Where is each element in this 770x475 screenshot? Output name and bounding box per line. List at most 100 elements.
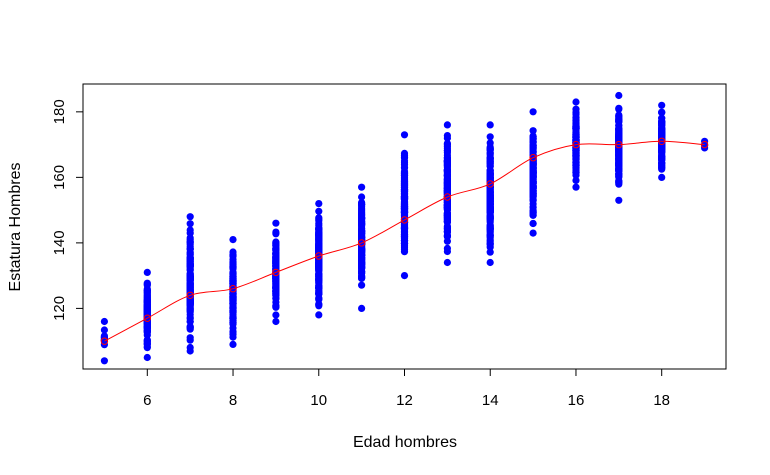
data-point bbox=[443, 214, 451, 222]
data-point bbox=[229, 252, 237, 260]
data-point bbox=[400, 245, 409, 253]
data-point bbox=[615, 91, 623, 100]
data-point bbox=[572, 169, 580, 177]
data-point bbox=[272, 311, 280, 319]
data-point bbox=[615, 124, 623, 132]
data-point bbox=[315, 207, 323, 215]
data-point bbox=[358, 219, 366, 227]
mean-point bbox=[529, 154, 537, 162]
data-point bbox=[358, 204, 366, 212]
mean-point bbox=[357, 239, 366, 247]
y-tick-label: 160 bbox=[51, 165, 68, 190]
data-point bbox=[315, 230, 323, 238]
data-point bbox=[358, 254, 366, 263]
data-point bbox=[572, 176, 580, 184]
data-point bbox=[272, 288, 280, 296]
data-point bbox=[143, 292, 151, 300]
data-point bbox=[486, 258, 494, 267]
data-point bbox=[272, 249, 280, 257]
data-point bbox=[572, 114, 580, 122]
data-point bbox=[486, 225, 494, 233]
data-point bbox=[143, 344, 151, 352]
data-point bbox=[358, 230, 366, 238]
data-point bbox=[315, 259, 323, 267]
data-point bbox=[272, 239, 280, 247]
data-point bbox=[229, 340, 237, 348]
data-point bbox=[229, 268, 237, 276]
data-point bbox=[486, 213, 494, 222]
data-point bbox=[186, 220, 194, 228]
data-point bbox=[315, 200, 323, 208]
data-point bbox=[100, 357, 108, 365]
data-point bbox=[615, 167, 623, 175]
x-tick-label: 18 bbox=[653, 392, 670, 409]
data-point bbox=[143, 353, 151, 362]
mean-point bbox=[143, 314, 152, 322]
data-point bbox=[615, 130, 623, 138]
mean-point bbox=[572, 140, 580, 149]
data-point bbox=[658, 173, 666, 181]
data-point bbox=[272, 260, 280, 268]
data-point bbox=[400, 232, 409, 240]
data-point bbox=[143, 268, 151, 276]
mean-point bbox=[186, 291, 194, 299]
data-point bbox=[186, 343, 194, 352]
y-tick-label: 140 bbox=[51, 230, 68, 255]
data-point bbox=[443, 143, 451, 151]
data-point bbox=[400, 218, 409, 226]
mean-line-layer bbox=[100, 137, 709, 345]
data-point bbox=[272, 302, 280, 310]
data-point bbox=[143, 281, 151, 289]
data-point bbox=[143, 312, 151, 320]
data-point bbox=[400, 170, 409, 178]
data-point bbox=[443, 121, 451, 129]
y-tick-label: 180 bbox=[51, 99, 68, 124]
x-tick-label: 14 bbox=[482, 392, 499, 409]
data-point bbox=[186, 302, 194, 310]
data-point bbox=[572, 98, 580, 106]
data-point bbox=[358, 193, 366, 201]
data-point bbox=[529, 108, 537, 116]
data-point bbox=[529, 211, 537, 219]
mean-line bbox=[104, 140, 705, 342]
data-point bbox=[529, 162, 537, 170]
data-point bbox=[658, 131, 666, 139]
data-point bbox=[315, 283, 323, 291]
data-point bbox=[186, 284, 194, 292]
data-point bbox=[272, 274, 280, 282]
data-point bbox=[615, 105, 623, 113]
data-point bbox=[143, 336, 151, 344]
data-point bbox=[615, 196, 623, 204]
data-point bbox=[529, 219, 537, 228]
data-point bbox=[529, 229, 537, 237]
data-point bbox=[143, 327, 151, 335]
data-point bbox=[100, 317, 108, 326]
data-point bbox=[486, 160, 494, 169]
data-point bbox=[443, 172, 451, 180]
data-point bbox=[358, 304, 366, 312]
x-tick-label: 8 bbox=[229, 392, 237, 409]
mean-point bbox=[272, 268, 280, 277]
mean-point bbox=[400, 216, 409, 224]
data-point bbox=[229, 262, 237, 271]
data-point bbox=[186, 325, 194, 333]
data-point bbox=[572, 123, 580, 131]
data-point bbox=[400, 209, 409, 217]
data-point bbox=[272, 219, 280, 227]
x-tick-label: 10 bbox=[310, 392, 327, 409]
data-point bbox=[658, 159, 666, 167]
data-point bbox=[186, 229, 194, 237]
data-point bbox=[186, 278, 194, 286]
data-point bbox=[229, 314, 237, 322]
data-point bbox=[315, 217, 323, 225]
data-point bbox=[443, 237, 451, 245]
x-axis-title: Edad hombres bbox=[353, 434, 457, 451]
x-tick-label: 16 bbox=[568, 392, 585, 409]
data-point bbox=[186, 213, 194, 221]
data-point bbox=[443, 231, 451, 239]
data-point bbox=[486, 248, 494, 256]
data-point bbox=[658, 117, 666, 125]
data-point bbox=[486, 149, 494, 157]
data-point bbox=[143, 303, 151, 311]
